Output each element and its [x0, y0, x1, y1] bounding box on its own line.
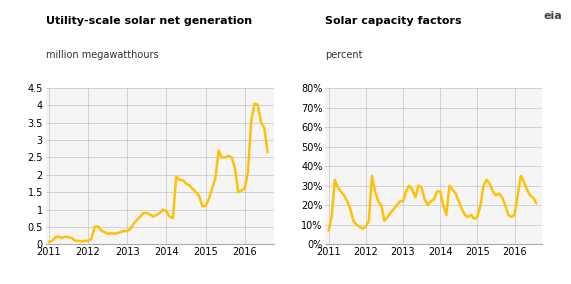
Text: Solar capacity factors: Solar capacity factors	[325, 16, 462, 26]
Text: Utility-scale solar net generation: Utility-scale solar net generation	[46, 16, 252, 26]
Text: million megawatthours: million megawatthours	[46, 50, 158, 60]
Text: percent: percent	[325, 50, 363, 60]
Text: eia: eia	[544, 11, 562, 21]
